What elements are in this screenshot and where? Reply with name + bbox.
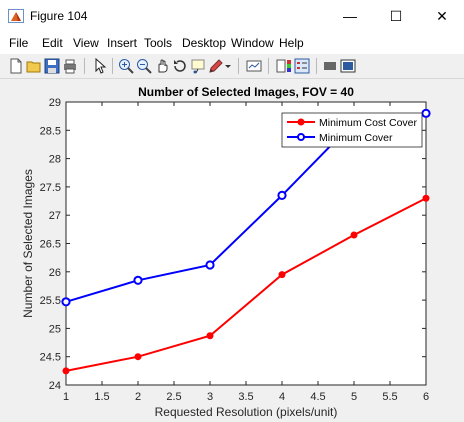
brush-dropdown-icon[interactable] [224, 58, 232, 74]
figure-toolbar [0, 54, 464, 79]
legend-label: Minimum Cost Cover [319, 117, 418, 129]
data-point [134, 353, 142, 361]
x-tick-label: 1.5 [94, 391, 109, 403]
y-tick-label: 25.5 [40, 295, 61, 307]
close-button[interactable]: ✕ [436, 7, 448, 24]
y-tick-label: 25 [49, 323, 61, 335]
new-figure-icon[interactable] [8, 58, 24, 74]
legend-icon[interactable] [294, 58, 310, 74]
open-file-icon[interactable] [26, 58, 42, 74]
window-title: Figure 104 [30, 9, 88, 23]
hide-plot-tools-icon[interactable] [322, 58, 338, 74]
x-tick-label: 5 [351, 391, 357, 403]
y-tick-label: 28 [49, 154, 61, 166]
data-point [205, 260, 215, 270]
menu-tools[interactable]: Tools [144, 36, 173, 50]
x-tick-label: 1 [63, 391, 69, 403]
x-tick-label: 3 [207, 391, 213, 403]
data-cursor-icon[interactable] [190, 58, 206, 74]
y-axis-label: Number of Selected Images [21, 169, 35, 318]
menu-desktop[interactable]: Desktop [182, 36, 227, 50]
matlab-figure-icon [8, 9, 24, 23]
toolbar-separator [112, 58, 113, 74]
show-plot-tools-icon[interactable] [340, 58, 356, 74]
menu-file[interactable]: File [9, 36, 29, 50]
toolbar-separator [316, 58, 317, 74]
edit-plot-arrow-icon[interactable] [92, 58, 108, 74]
rotate-3d-icon[interactable] [172, 58, 188, 74]
data-point [277, 190, 287, 200]
save-icon[interactable] [44, 58, 60, 74]
print-icon[interactable] [62, 58, 78, 74]
menu-help[interactable]: Help [279, 36, 304, 50]
x-tick-label: 4.5 [310, 391, 325, 403]
legend-marker [297, 133, 305, 141]
toolbar-separator [238, 58, 239, 74]
zoom-out-icon[interactable] [136, 58, 152, 74]
data-point [206, 332, 214, 340]
chart-legend[interactable]: Minimum Cost Cover Minimum Cover [281, 112, 423, 148]
data-point [61, 297, 71, 307]
x-tick-label: 5.5 [382, 391, 397, 403]
data-point [278, 271, 286, 279]
x-tick-label: 6 [423, 391, 429, 403]
menu-insert[interactable]: Insert [107, 36, 138, 50]
y-tick-label: 24 [49, 380, 61, 392]
toolbar-separator [84, 58, 85, 74]
y-tick-label: 24.5 [40, 352, 61, 364]
x-axis-label: Requested Resolution (pixels/unit) [155, 405, 338, 419]
chart-title: Number of Selected Images, FOV = 40 [138, 85, 354, 99]
figure-canvas[interactable]: 24 24.5 25 25.5 26 26.5 27 27.5 28 28.5 29 1 1.5 2 2.… [0, 79, 464, 422]
window-titlebar: Figure 104 — ☐ ✕ [0, 0, 464, 32]
menu-edit[interactable]: Edit [42, 36, 63, 50]
y-tick-label: 26 [49, 267, 61, 279]
data-point [62, 367, 70, 375]
data-point [421, 108, 431, 118]
toolbar-separator [268, 58, 269, 74]
link-plot-icon[interactable] [246, 58, 262, 74]
y-tick-label: 26.5 [40, 239, 61, 251]
zoom-in-icon[interactable] [118, 58, 134, 74]
x-tick-label: 2 [135, 391, 141, 403]
minimize-button[interactable]: — [343, 8, 357, 24]
legend-box [281, 112, 423, 148]
data-point [422, 194, 430, 202]
pan-icon[interactable] [154, 58, 170, 74]
y-tick-label: 27 [49, 210, 61, 222]
data-point [133, 275, 143, 285]
maximize-button[interactable]: ☐ [389, 7, 403, 24]
data-point [350, 231, 358, 239]
y-tick-label: 27.5 [40, 182, 61, 194]
menu-bar: File Edit View Insert Tools Desktop Wind… [0, 32, 464, 54]
legend-label: Minimum Cover [319, 132, 393, 144]
brush-icon[interactable] [208, 58, 224, 74]
y-tick-label: 29 [49, 97, 61, 109]
line-chart: 24 24.5 25 25.5 26 26.5 27 27.5 28 28.5 29 1 1.5 2 2.… [21, 85, 431, 419]
y-tick-label: 28.5 [40, 125, 61, 137]
menu-view[interactable]: View [73, 36, 99, 50]
menu-window[interactable]: Window [231, 36, 274, 50]
x-tick-label: 2.5 [166, 391, 181, 403]
x-tick-label: 3.5 [238, 391, 253, 403]
legend-marker [297, 118, 305, 126]
colorbar-icon[interactable] [276, 58, 292, 74]
x-tick-label: 4 [279, 391, 285, 403]
series-line-minimum-cost-cover [65, 197, 427, 372]
